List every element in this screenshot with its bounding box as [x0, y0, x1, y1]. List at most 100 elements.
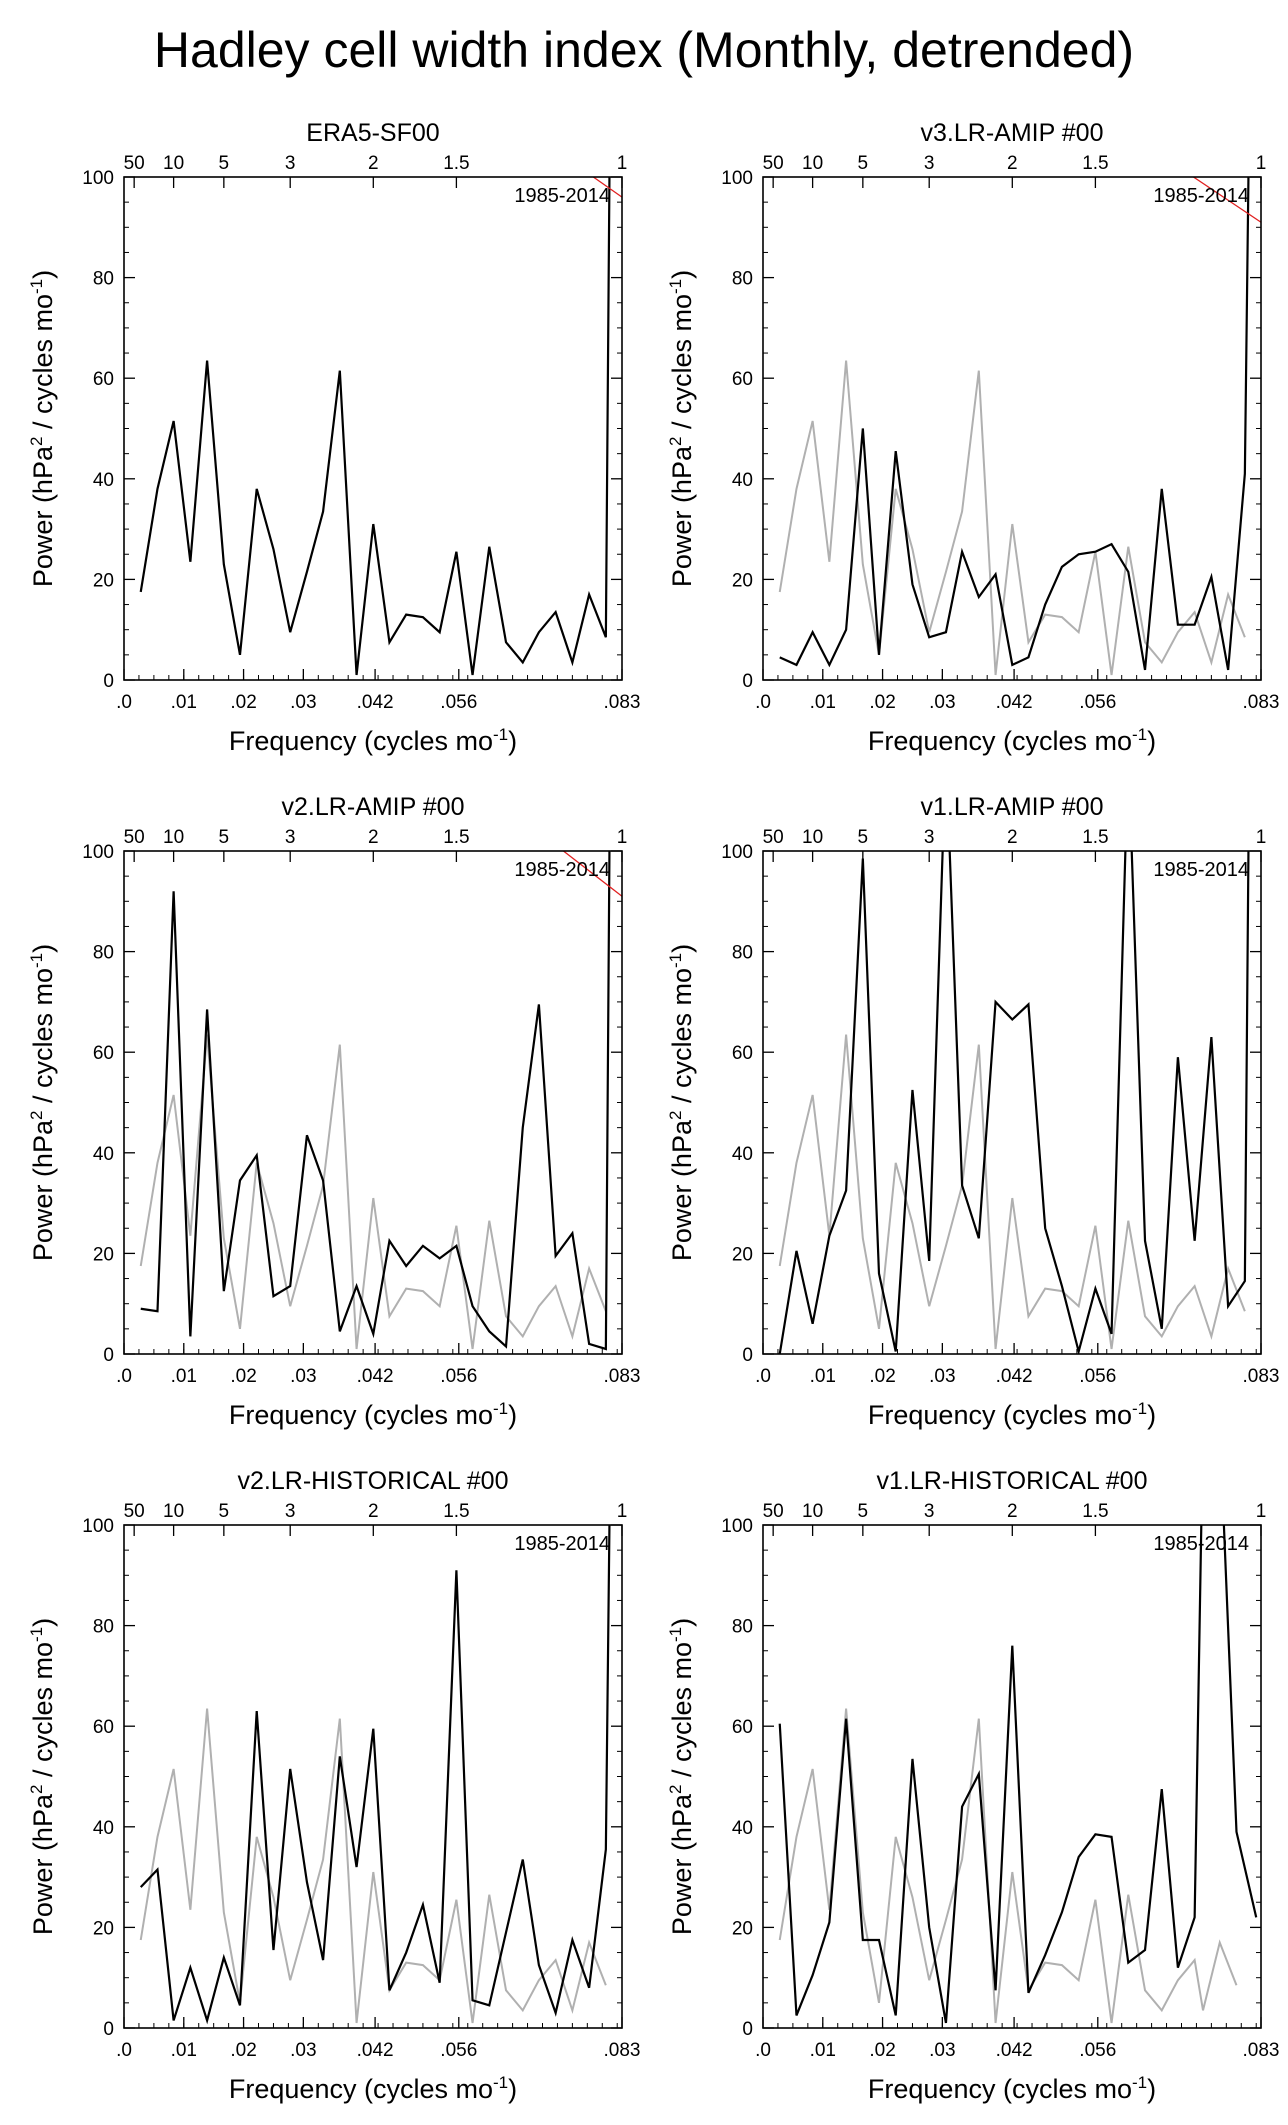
top-tick-label: 10	[802, 1501, 823, 1522]
y-tick-label: 60	[732, 369, 753, 390]
x-tick-label: .03	[929, 692, 955, 713]
top-tick-label: 1.5	[443, 153, 469, 174]
model-series-line	[778, 851, 1250, 1354]
x-axis-label-sup: -1	[493, 1399, 508, 1418]
y-tick-label: 20	[732, 570, 753, 591]
top-tick-label: 50	[763, 1501, 784, 1522]
y-axis-label-sup: -1	[27, 279, 46, 294]
plot-area	[139, 1525, 611, 2025]
period-annotation: 1985-2014	[514, 859, 610, 881]
top-tick-label: 2	[1007, 1501, 1018, 1522]
y-axis-label-sup: -1	[666, 279, 685, 294]
y-tick-label: 60	[732, 1043, 753, 1064]
x-tick-label: .0	[755, 692, 771, 713]
plot-frame	[762, 850, 1262, 1355]
x-tick-label: .03	[290, 692, 316, 713]
x-axis-label-sup: -1	[493, 2073, 508, 2092]
y-axis-label-end: )	[28, 944, 58, 953]
top-tick-label: 50	[124, 153, 145, 174]
y-tick-label: 80	[732, 269, 753, 290]
top-tick-label: 1.5	[443, 1501, 469, 1522]
top-tick-label: 3	[924, 153, 935, 174]
y-tick-label: 20	[93, 570, 114, 591]
y-axis-label: Power (hPa2 / cycles mo-1)	[666, 1618, 697, 1935]
top-tick-label: 2	[1007, 153, 1018, 174]
x-tick-label: .02	[230, 2040, 256, 2061]
period-annotation: 1985-2014	[1153, 185, 1249, 207]
y-axis-label-sup: 2	[666, 437, 685, 446]
y-axis-label: Power (hPa2 / cycles mo-1)	[666, 270, 697, 587]
reference-series-line	[778, 360, 1246, 676]
x-tick-label: .042	[357, 692, 394, 713]
top-tick-label: 3	[285, 1501, 296, 1522]
y-tick-label: 80	[93, 269, 114, 290]
y-axis-label-main: Power (hPa	[667, 1793, 697, 1935]
y-tick-label: 100	[82, 842, 114, 863]
top-tick-label: 50	[124, 827, 145, 848]
top-tick-label: 10	[163, 153, 184, 174]
top-tick-label: 1.5	[1082, 1501, 1108, 1522]
y-tick-label: 0	[742, 2019, 753, 2040]
plot-area	[778, 1525, 1258, 2024]
y-axis-label-end: )	[667, 270, 697, 279]
y-tick-label: 0	[103, 671, 114, 692]
y-axis-label-mid: / cycles mo	[28, 1642, 58, 1785]
panel-title: v1.LR-AMIP #00	[921, 793, 1104, 821]
y-tick-label: 20	[732, 1244, 753, 1265]
x-tick-label: .083	[1243, 2040, 1280, 2061]
x-tick-label: .056	[1079, 2040, 1116, 2061]
top-tick-label: 1	[617, 153, 628, 174]
y-axis-label: Power (hPa2 / cycles mo-1)	[666, 944, 697, 1261]
red-reference-line	[1193, 177, 1261, 223]
x-tick-label: .0	[755, 2040, 771, 2061]
x-tick-label: .042	[357, 2040, 394, 2061]
x-axis-label-sup: -1	[1132, 1399, 1147, 1418]
x-tick-label: .056	[440, 1366, 477, 1387]
y-tick-label: 100	[721, 1516, 753, 1537]
x-axis-label-main: Frequency (cycles mo	[868, 1400, 1132, 1430]
top-tick-label: 1	[617, 827, 628, 848]
y-axis-label-end: )	[667, 944, 697, 953]
top-tick-label: 2	[1007, 827, 1018, 848]
x-tick-label: .0	[116, 1366, 132, 1387]
y-axis-label-mid: / cycles mo	[28, 968, 58, 1111]
x-axis-label-end: )	[508, 2074, 517, 2104]
y-axis-label-main: Power (hPa	[28, 1793, 58, 1935]
x-axis-label-end: )	[508, 726, 517, 756]
model-series-line	[139, 1525, 611, 2025]
x-tick-label: .03	[929, 1366, 955, 1387]
y-axis-label-end: )	[28, 1618, 58, 1627]
top-tick-label: 3	[285, 827, 296, 848]
y-tick-label: 80	[732, 1617, 753, 1638]
x-tick-label: .01	[810, 1366, 836, 1387]
y-tick-label: 60	[732, 1717, 753, 1738]
reference-series-line	[778, 1034, 1246, 1350]
x-tick-label: .0	[116, 2040, 132, 2061]
panel-title: v2.LR-HISTORICAL #00	[238, 1467, 509, 1495]
x-axis-label-sup: -1	[493, 725, 508, 744]
top-tick-label: 1.5	[1082, 153, 1108, 174]
plot-frame	[123, 176, 623, 681]
y-tick-label: 40	[732, 1818, 753, 1839]
x-tick-label: .083	[604, 1366, 641, 1387]
y-tick-label: 80	[732, 943, 753, 964]
top-tick-label: 1.5	[1082, 827, 1108, 848]
y-tick-label: 0	[103, 1345, 114, 1366]
y-axis-label-end: )	[667, 1618, 697, 1627]
y-tick-label: 20	[93, 1918, 114, 1939]
x-tick-label: .01	[171, 692, 197, 713]
x-axis-label-end: )	[1147, 2074, 1156, 2104]
x-axis-label-sup: -1	[1132, 2073, 1147, 2092]
top-tick-label: 5	[858, 1501, 869, 1522]
y-axis-label: Power (hPa2 / cycles mo-1)	[27, 1618, 58, 1935]
y-axis-label-mid: / cycles mo	[667, 294, 697, 437]
y-axis-label-sup: 2	[27, 1111, 46, 1120]
x-axis-label-sup: -1	[1132, 725, 1147, 744]
y-axis-label-sup: -1	[27, 953, 46, 968]
x-axis-label: Frequency (cycles mo-1)	[229, 725, 517, 756]
y-axis-label-sup: -1	[666, 953, 685, 968]
panel-title: v2.LR-AMIP #00	[282, 793, 465, 821]
y-tick-label: 100	[82, 1516, 114, 1537]
x-tick-label: .056	[1079, 692, 1116, 713]
